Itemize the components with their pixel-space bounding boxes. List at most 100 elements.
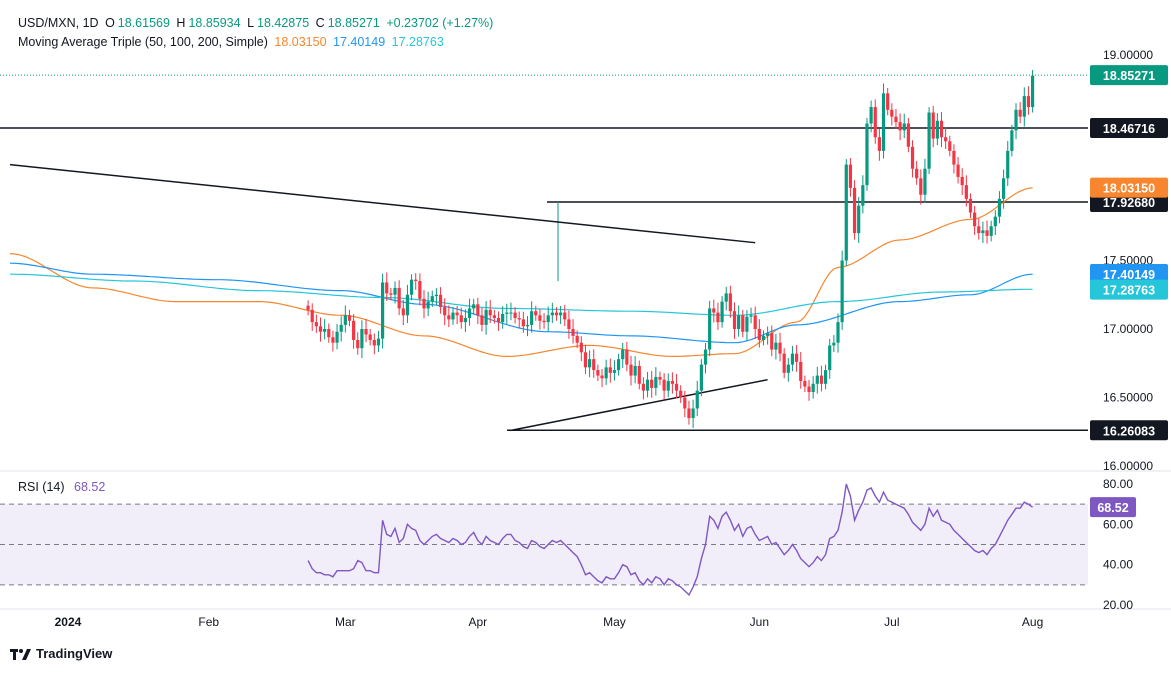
candle-body [828, 345, 832, 371]
candle-body [327, 329, 331, 338]
candle-body [865, 123, 869, 186]
candle-body [600, 375, 604, 379]
candle-body [583, 352, 588, 368]
last-price-badge: 18.85271 [1103, 69, 1155, 83]
candle-body [674, 383, 679, 391]
candle-body [654, 376, 658, 388]
candle-body [786, 364, 790, 373]
rsi-header: RSI (14) 68.52 [18, 480, 105, 494]
candle-body [658, 376, 662, 380]
candle-body [492, 315, 496, 319]
candle-body [323, 329, 327, 332]
candle-body [741, 315, 745, 332]
candle-body [877, 137, 881, 151]
tradingview-logo[interactable]: TradingView [10, 646, 112, 661]
price-tick-label: 17.00000 [1103, 322, 1153, 336]
candle-body [894, 116, 898, 123]
candle-body [335, 331, 339, 343]
time-tick-label: Aug [1022, 615, 1043, 629]
candle-body [753, 315, 757, 329]
price-tick-label: 16.00000 [1103, 459, 1153, 473]
candle-body [331, 337, 335, 343]
candle-body [890, 109, 894, 117]
candle-body [848, 164, 853, 188]
candle-body [956, 164, 960, 177]
rsi-badge-bg [1090, 497, 1136, 518]
candle-body [467, 308, 472, 319]
trendline-ascending [510, 378, 768, 432]
candle-body [616, 359, 621, 371]
candle-body [517, 318, 521, 320]
candle-body [596, 370, 600, 376]
candle-body [530, 311, 534, 325]
low-label: L [247, 16, 255, 30]
candle-body [902, 123, 906, 131]
candle-body [389, 293, 393, 295]
candle-body [318, 326, 323, 332]
candle-body [604, 367, 608, 379]
candle-body [513, 312, 517, 319]
candle-body [1018, 109, 1022, 117]
candle-body [803, 381, 807, 387]
candle-body [716, 312, 720, 323]
candle-body [476, 304, 480, 316]
candle-body [364, 329, 368, 335]
candle-body [434, 294, 439, 297]
candle-body [770, 333, 774, 350]
candle-body [695, 390, 699, 409]
candle-body [670, 381, 674, 384]
candle-body [931, 112, 935, 139]
candle-body [881, 93, 886, 151]
candle-body [703, 349, 708, 365]
time-tick-label: Jul [884, 615, 899, 629]
symbol-header: USD/MXN, 1D O 18.61569 H 18.85934 L 18.4287… [18, 16, 496, 30]
candle-body [1026, 96, 1031, 108]
candle-body [662, 379, 666, 391]
ma100-badge: 17.40149 [1103, 268, 1155, 282]
rsi-label: RSI (14) [18, 480, 65, 494]
candle-body [612, 370, 617, 373]
candle-body [973, 212, 977, 227]
candle-body [559, 312, 563, 316]
candle-body [745, 316, 749, 332]
candle-body [397, 287, 401, 309]
ma-line-100 [9, 262, 1033, 344]
candle-body [443, 307, 447, 316]
rsi-line [307, 483, 1034, 597]
candle-body [989, 226, 993, 236]
candle-body [418, 281, 422, 299]
candle-body [381, 282, 385, 339]
candle-body [356, 339, 360, 349]
candle-body [347, 315, 352, 321]
candle-body [451, 312, 455, 320]
candle-body [1010, 130, 1014, 151]
time-tick-label: 2024 [55, 615, 82, 629]
candle-body [571, 329, 575, 336]
candle-body [459, 315, 463, 323]
candle-body [935, 120, 939, 139]
candle-body [401, 308, 405, 316]
candle-body [819, 375, 824, 384]
price-tick-label: 19.00000 [1103, 48, 1153, 62]
candle-body [691, 408, 695, 419]
ma-label: Moving Average Triple (50, 100, 200, Sim… [18, 35, 268, 49]
high-value: 18.85934 [188, 16, 241, 30]
ma200-badge: 17.28763 [1103, 284, 1155, 298]
candle-body [625, 349, 629, 365]
candle-body [546, 315, 550, 323]
candle-body [629, 364, 633, 376]
rsi-badge: 68.52 [1097, 501, 1128, 515]
high-label: H [176, 16, 186, 30]
candle-body [944, 137, 948, 142]
candle-body [550, 312, 554, 316]
candle-body [724, 293, 728, 302]
candle-body [886, 93, 890, 110]
ma50-value: 18.03150 [274, 35, 327, 49]
rsi-value: 68.52 [74, 480, 106, 494]
candle-body [687, 408, 691, 419]
candle-body [857, 205, 861, 234]
close-label: C [315, 16, 325, 30]
candle-body [650, 379, 654, 388]
candle-body [352, 320, 356, 340]
